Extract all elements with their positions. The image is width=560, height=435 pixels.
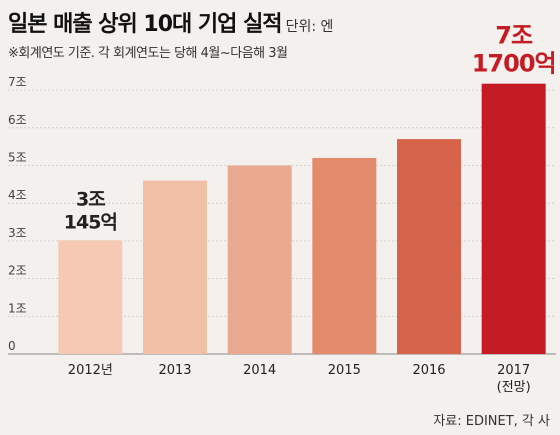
source-note: 자료: EDINET, 각 사	[433, 414, 550, 429]
value-label-amount: 3조	[76, 188, 105, 210]
y-tick-label: 7조	[8, 75, 27, 89]
y-tick-label: 2조	[8, 264, 27, 278]
unit-label: 단위: 엔	[285, 19, 334, 35]
x-tick-label: 2013	[158, 363, 191, 378]
x-tick-label: 2016	[412, 363, 445, 378]
y-tick-label: 1조	[8, 301, 27, 315]
value-label-amount: 1700억	[472, 50, 556, 78]
chart-title: 일본 매출 상위 10대 기업 실적 단위: 엔	[8, 6, 333, 38]
bar	[58, 240, 123, 354]
x-tick-label: 2012년	[68, 363, 113, 378]
title-text: 일본 매출 상위 10대 기업 실적	[8, 12, 283, 37]
x-tick-label: 2015	[328, 363, 361, 378]
bar	[312, 157, 377, 354]
x-tick-note: (전망)	[497, 380, 531, 395]
x-tick-label: 2017	[497, 363, 530, 378]
bar	[397, 139, 461, 354]
value-label-amount: 145억	[64, 211, 117, 233]
chart-subtitle: ※회계연도 기준. 각 회계연도는 당해 4월~다음해 3월	[8, 46, 288, 61]
y-tick-label: 5조	[8, 151, 27, 165]
bar	[143, 180, 207, 354]
y-tick-label: 0	[8, 339, 16, 353]
x-tick-label: 2014	[243, 363, 276, 378]
bar	[481, 83, 546, 354]
y-tick-label: 3조	[8, 226, 27, 240]
bar	[227, 165, 292, 354]
value-label-amount: 7조	[495, 22, 533, 50]
y-tick-label: 4조	[8, 188, 27, 202]
y-tick-label: 6조	[8, 113, 27, 127]
